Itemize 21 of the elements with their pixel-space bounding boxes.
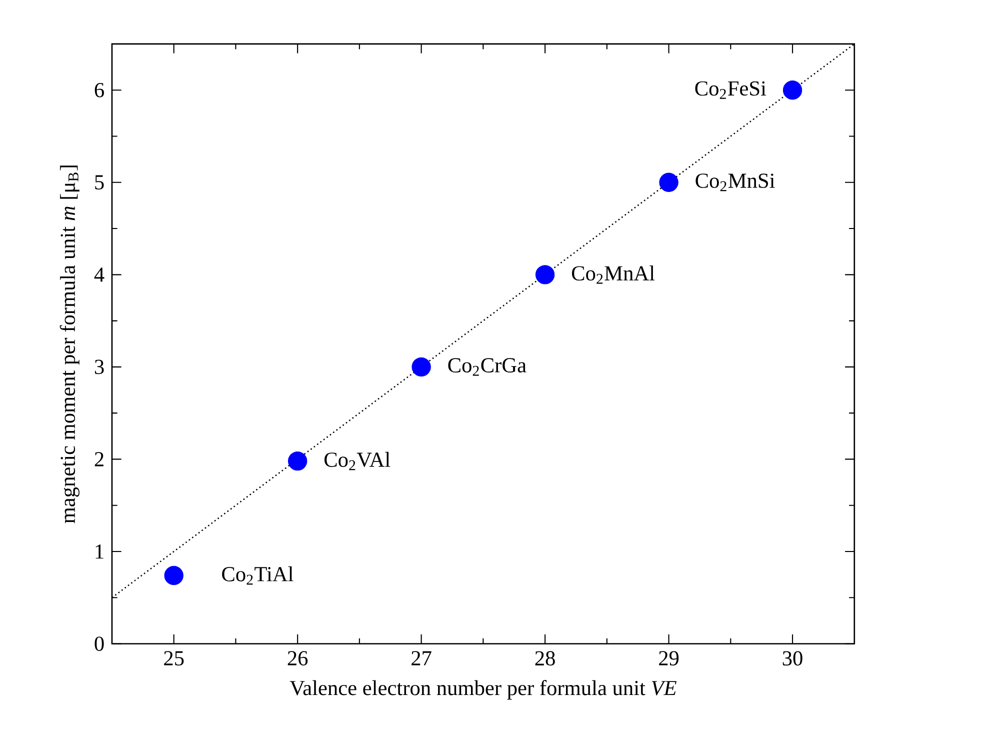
- y-tick-label: 1: [96, 544, 104, 558]
- y-tick-label: 6: [94, 82, 104, 98]
- annotation: Co$_{2}$TiAl: [222, 566, 294, 585]
- y-tick-label: 4: [94, 268, 104, 282]
- annotation: Co$_{2}$MnAl: [572, 266, 655, 284]
- y-axis-title: magnetic moment per formula unit m [μ$_{B}$]: [60, 166, 80, 524]
- x-tick-label: 25: [164, 651, 184, 666]
- annotation: Co$_{2}$CrGa: [448, 358, 526, 376]
- x-axis-title: Valence electron number per formula unit VE: [290, 680, 676, 700]
- x-tick-label: 26: [288, 651, 308, 666]
- y-tick-label: 3: [94, 360, 104, 374]
- annotation: Co$_{2}$FeSi: [695, 81, 766, 99]
- x-tick-label: 28: [535, 651, 555, 666]
- x-tick-label: 30: [782, 651, 802, 666]
- annotation: Co$_{2}$MnSi: [696, 174, 775, 192]
- annotation: Co$_{2}$VAl: [324, 452, 390, 470]
- y-tick-label: 5: [95, 175, 104, 190]
- y-tick-label: 0: [94, 636, 104, 651]
- x-tick-label: 29: [659, 651, 679, 666]
- x-tick-label: 27: [412, 651, 432, 666]
- y-tick-label: 2: [94, 452, 104, 466]
